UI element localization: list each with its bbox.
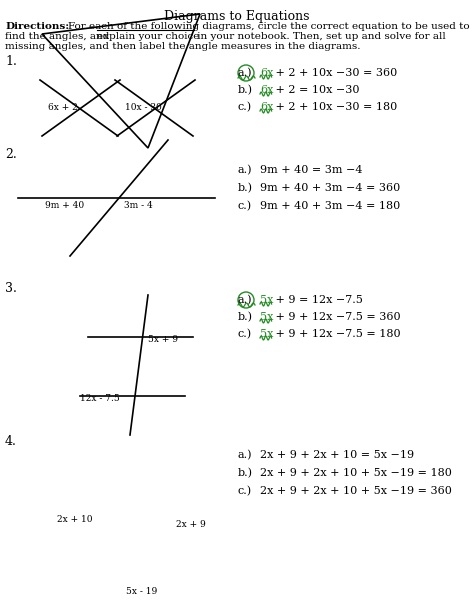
Text: 5x: 5x <box>260 312 273 322</box>
Text: 2x + 9 + 2x + 10 + 5x −19 = 360: 2x + 9 + 2x + 10 + 5x −19 = 360 <box>260 486 452 496</box>
Text: 3.: 3. <box>5 282 17 295</box>
Text: + 9 + 12x −7.5 = 360: + 9 + 12x −7.5 = 360 <box>272 312 400 322</box>
Text: c.): c.) <box>238 201 252 211</box>
Text: b.): b.) <box>238 183 253 193</box>
Text: 12x - 7.5: 12x - 7.5 <box>80 394 120 403</box>
Text: 2x + 9 + 2x + 10 = 5x −19: 2x + 9 + 2x + 10 = 5x −19 <box>260 450 414 460</box>
Text: c.): c.) <box>238 329 252 339</box>
Text: For each of the following diagrams, circle the correct equation to be used to: For each of the following diagrams, circ… <box>68 22 470 31</box>
Text: + 9 = 12x −7.5: + 9 = 12x −7.5 <box>272 295 363 305</box>
Text: b.): b.) <box>238 85 253 95</box>
Text: a.): a.) <box>238 68 253 78</box>
Text: 9m + 40 + 3m −4 = 180: 9m + 40 + 3m −4 = 180 <box>260 201 400 211</box>
Text: a.): a.) <box>238 450 253 461</box>
Text: 9m + 40: 9m + 40 <box>45 201 84 210</box>
Text: 2x + 9: 2x + 9 <box>176 520 206 529</box>
Text: Directions:: Directions: <box>5 22 69 31</box>
Text: 10x - 30: 10x - 30 <box>125 103 162 112</box>
Text: in your notebook. Then, set up and solve for all: in your notebook. Then, set up and solve… <box>194 32 446 41</box>
Text: explain your choice: explain your choice <box>97 32 200 41</box>
Text: a.): a.) <box>238 295 253 305</box>
Text: 1.: 1. <box>5 55 17 68</box>
Text: missing angles, and then label the angle measures in the diagrams.: missing angles, and then label the angle… <box>5 42 361 51</box>
Text: 5x + 9: 5x + 9 <box>147 335 178 344</box>
Text: 3m - 4: 3m - 4 <box>124 201 153 210</box>
Text: + 2 + 10x −30 = 360: + 2 + 10x −30 = 360 <box>272 68 397 78</box>
Text: c.): c.) <box>238 102 252 112</box>
Text: 2.: 2. <box>5 148 17 161</box>
Text: a.): a.) <box>238 165 253 175</box>
Text: + 2 + 10x −30 = 180: + 2 + 10x −30 = 180 <box>272 102 397 112</box>
Text: find the angles, and: find the angles, and <box>5 32 113 41</box>
Text: 6x + 2: 6x + 2 <box>48 103 78 112</box>
Text: 6x: 6x <box>260 85 273 95</box>
Text: + 2 = 10x −30: + 2 = 10x −30 <box>272 85 359 95</box>
Text: 2x + 10: 2x + 10 <box>57 515 92 524</box>
Text: 5x: 5x <box>260 329 273 339</box>
Text: 5x: 5x <box>260 295 273 305</box>
Text: 9m + 40 + 3m −4 = 360: 9m + 40 + 3m −4 = 360 <box>260 183 400 193</box>
Text: 5x - 19: 5x - 19 <box>126 587 157 596</box>
Text: c.): c.) <box>238 486 252 496</box>
Text: Diagrams to Equations: Diagrams to Equations <box>164 10 310 23</box>
Text: b.): b.) <box>238 312 253 322</box>
Text: b.): b.) <box>238 468 253 478</box>
Text: 9m + 40 = 3m −4: 9m + 40 = 3m −4 <box>260 165 363 175</box>
Text: 6x: 6x <box>260 102 273 112</box>
Text: 4.: 4. <box>5 435 17 448</box>
Text: + 9 + 12x −7.5 = 180: + 9 + 12x −7.5 = 180 <box>272 329 400 339</box>
Text: 2x + 9 + 2x + 10 + 5x −19 = 180: 2x + 9 + 2x + 10 + 5x −19 = 180 <box>260 468 452 478</box>
Text: 6x: 6x <box>260 68 273 78</box>
